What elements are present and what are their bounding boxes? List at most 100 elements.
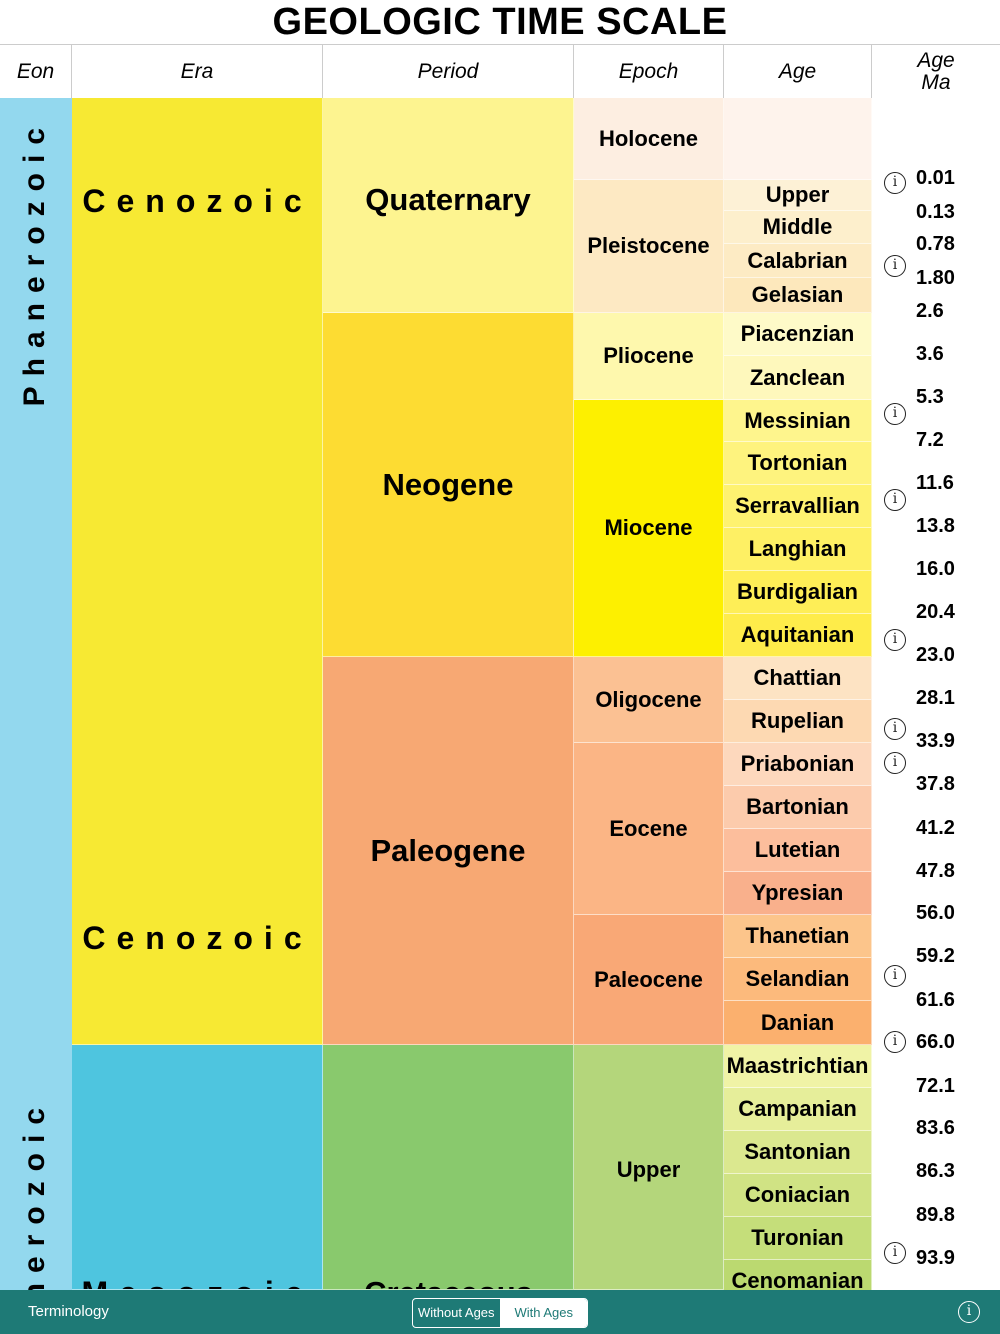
info-icon[interactable]: i xyxy=(884,1031,906,1053)
age-burdigalian[interactable]: Burdigalian xyxy=(724,571,872,614)
age-coniacian[interactable]: Coniacian xyxy=(724,1174,872,1217)
era-label: Mesozoic xyxy=(72,1275,322,1289)
ma-value: 11.6 xyxy=(916,472,954,494)
age-serravallian[interactable]: Serravallian xyxy=(724,485,872,528)
ages-toggle: Without Ages With Ages xyxy=(412,1298,588,1328)
info-icon[interactable]: i xyxy=(884,629,906,651)
with-ages-tab[interactable]: With Ages xyxy=(500,1299,587,1327)
period-paleogene[interactable]: Paleogene xyxy=(323,657,574,1045)
epoch-pleistocene[interactable]: Pleistocene xyxy=(574,180,724,313)
ma-value: 33.9 xyxy=(916,730,955,752)
info-icon[interactable]: i xyxy=(958,1301,980,1323)
ma-value: 2.6 xyxy=(916,300,944,322)
header-epoch: Epoch xyxy=(574,44,724,98)
age-piacenzian[interactable]: Piacenzian xyxy=(724,313,872,356)
ma-value: 28.1 xyxy=(916,687,955,709)
eon-label: Phanerozoic xyxy=(18,118,51,407)
age-maastrichtian[interactable]: Maastrichtian xyxy=(724,1045,872,1088)
epoch-pliocene[interactable]: Pliocene xyxy=(574,313,724,400)
ma-value: 3.6 xyxy=(916,343,944,365)
ma-value: 83.6 xyxy=(916,1117,955,1139)
age-danian[interactable]: Danian xyxy=(724,1001,872,1045)
ma-value: 23.0 xyxy=(916,644,955,666)
age-campanian[interactable]: Campanian xyxy=(724,1088,872,1131)
age-lutetian[interactable]: Lutetian xyxy=(724,829,872,872)
epoch-holocene[interactable]: Holocene xyxy=(574,98,724,180)
age-priabonian[interactable]: Priabonian xyxy=(724,743,872,786)
info-icon[interactable]: i xyxy=(884,965,906,987)
without-ages-tab[interactable]: Without Ages xyxy=(413,1299,501,1327)
bottom-toolbar: Terminology Without Ages With Ages i xyxy=(0,1290,1000,1334)
info-icon[interactable]: i xyxy=(884,718,906,740)
age-upper-pleistocene[interactable]: Upper xyxy=(724,180,872,211)
period-label: Cretaceous xyxy=(323,1275,573,1289)
epoch-eocene[interactable]: Eocene xyxy=(574,743,724,915)
info-icon[interactable]: i xyxy=(884,752,906,774)
age-turonian[interactable]: Turonian xyxy=(724,1217,872,1260)
info-icon[interactable]: i xyxy=(884,403,906,425)
ma-value: 13.8 xyxy=(916,515,955,537)
era-label: Cenozoic xyxy=(82,183,313,219)
info-icon[interactable]: i xyxy=(884,1242,906,1264)
ma-value: 41.2 xyxy=(916,817,955,839)
header-eon: Eon xyxy=(0,44,72,98)
age-holocene[interactable] xyxy=(724,98,872,180)
era-label-repeat: Cenozoic xyxy=(82,920,313,956)
age-santonian[interactable]: Santonian xyxy=(724,1131,872,1174)
age-thanetian[interactable]: Thanetian xyxy=(724,915,872,958)
ma-value: 7.2 xyxy=(916,429,944,451)
age-middle-pleistocene[interactable]: Middle xyxy=(724,211,872,244)
header-age-ma-line2: Ma xyxy=(921,70,951,94)
ma-value: 16.0 xyxy=(916,558,955,580)
epoch-paleocene[interactable]: Paleocene xyxy=(574,915,724,1045)
age-aquitanian[interactable]: Aquitanian xyxy=(724,614,872,657)
info-icon[interactable]: i xyxy=(884,255,906,277)
epoch-upper-cretaceous[interactable]: Upper xyxy=(574,1045,724,1290)
ma-value: 47.8 xyxy=(916,860,955,882)
ma-value: 37.8 xyxy=(916,773,955,795)
ma-value: 89.8 xyxy=(916,1204,955,1226)
ma-value: 1.80 xyxy=(916,267,955,289)
ma-value: 56.0 xyxy=(916,902,955,924)
eon-label-continued: Phanerozoic xyxy=(18,1098,51,1290)
ma-value: 20.4 xyxy=(916,601,955,623)
header-era: Era xyxy=(72,44,323,98)
age-ypresian[interactable]: Ypresian xyxy=(724,872,872,915)
page-title: GEOLOGIC TIME SCALE xyxy=(272,1,728,43)
info-icon[interactable]: i xyxy=(884,489,906,511)
age-messinian[interactable]: Messinian xyxy=(724,400,872,442)
ma-value: 0.78 xyxy=(916,233,955,255)
age-rupelian[interactable]: Rupelian xyxy=(724,700,872,743)
ma-value: 5.3 xyxy=(916,386,944,408)
ma-value: 66.0 xyxy=(916,1031,955,1053)
epoch-oligocene[interactable]: Oligocene xyxy=(574,657,724,743)
header-age: Age xyxy=(724,44,872,98)
age-chattian[interactable]: Chattian xyxy=(724,657,872,700)
header-age-ma: Age Ma xyxy=(872,44,1000,98)
ma-value: 0.01 xyxy=(916,167,955,189)
period-cretaceous[interactable]: Cretaceous xyxy=(323,1045,574,1290)
ma-value: 72.1 xyxy=(916,1075,955,1097)
ma-value: 0.13 xyxy=(916,201,955,223)
age-calabrian[interactable]: Calabrian xyxy=(724,244,872,278)
era-cenozoic[interactable]: Cenozoic Cenozoic xyxy=(72,98,323,1045)
epoch-miocene[interactable]: Miocene xyxy=(574,400,724,657)
age-tortonian[interactable]: Tortonian xyxy=(724,442,872,485)
ma-value: 93.9 xyxy=(916,1247,955,1269)
age-langhian[interactable]: Langhian xyxy=(724,528,872,571)
age-selandian[interactable]: Selandian xyxy=(724,958,872,1001)
period-neogene[interactable]: Neogene xyxy=(323,313,574,657)
age-bartonian[interactable]: Bartonian xyxy=(724,786,872,829)
header-period: Period xyxy=(323,44,574,98)
period-quaternary[interactable]: Quaternary xyxy=(323,98,574,313)
terminology-button[interactable]: Terminology xyxy=(28,1303,109,1320)
header-age-ma-line1: Age xyxy=(917,48,955,72)
ma-value: 59.2 xyxy=(916,945,955,967)
ma-value: 61.6 xyxy=(916,989,955,1011)
age-zanclean[interactable]: Zanclean xyxy=(724,356,872,400)
eon-phanerozoic[interactable]: Phanerozoic Phanerozoic xyxy=(0,98,72,1290)
age-gelasian[interactable]: Gelasian xyxy=(724,278,872,313)
ma-value: 86.3 xyxy=(916,1160,955,1182)
info-icon[interactable]: i xyxy=(884,172,906,194)
era-mesozoic[interactable]: Mesozoic xyxy=(72,1045,323,1290)
